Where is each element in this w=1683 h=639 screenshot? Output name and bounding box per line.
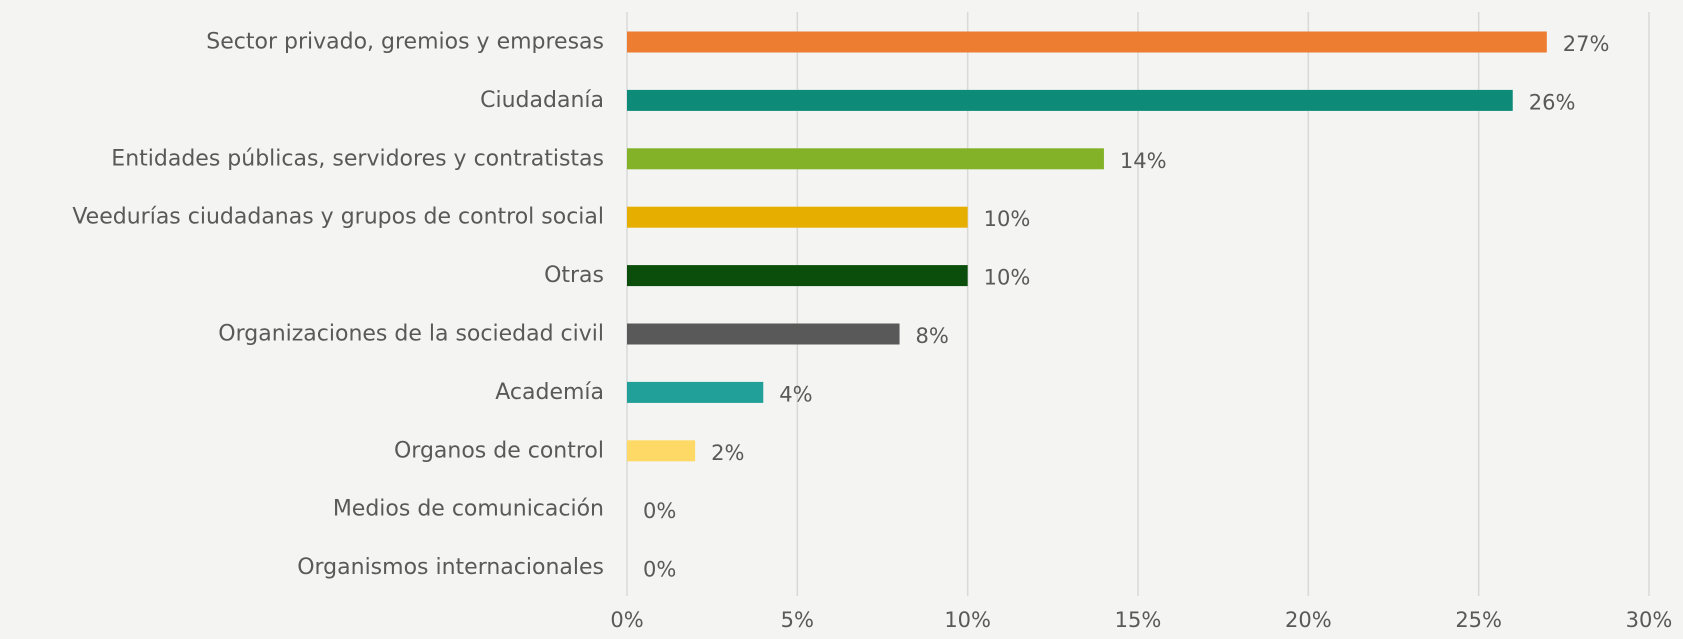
- x-axis-tick-labels: 0% 5% 10% 15% 20% 25% 30%: [610, 608, 1672, 632]
- data-label: 2%: [711, 441, 744, 465]
- data-label: 4%: [779, 382, 812, 406]
- data-label: 10%: [984, 207, 1031, 231]
- bar: [627, 381, 764, 403]
- category-label: Organismos internacionales: [297, 555, 604, 580]
- x-tick-label: 15%: [1115, 608, 1162, 632]
- data-label: 26%: [1529, 90, 1576, 114]
- value-labels: 27% 26% 14% 10% 10% 8% 4% 2% 0% 0%: [643, 32, 1609, 582]
- category-label: Ciudadanía: [480, 88, 604, 113]
- category-label: Medios de comunicación: [333, 497, 604, 522]
- x-tick-label: 20%: [1285, 608, 1332, 632]
- bar: [627, 148, 1104, 170]
- category-label: Otras: [544, 263, 604, 288]
- category-label: Sector privado, gremios y empresas: [206, 30, 604, 55]
- data-label: 0%: [643, 499, 676, 523]
- data-label: 14%: [1120, 149, 1167, 173]
- x-tick-label: 25%: [1455, 608, 1502, 632]
- category-labels: Sector privado, gremios y empresas Ciudad…: [72, 30, 604, 581]
- x-tick-label: 30%: [1626, 608, 1673, 632]
- category-label: Veedurías ciudadanas y grupos de control…: [72, 205, 604, 230]
- data-label: 10%: [984, 266, 1031, 290]
- bar: [627, 265, 968, 287]
- data-label: 27%: [1563, 32, 1610, 56]
- x-tick-label: 5%: [781, 608, 814, 632]
- bars: [627, 31, 1547, 462]
- bar: [627, 440, 696, 462]
- data-label: 0%: [643, 558, 676, 582]
- bar: [627, 206, 968, 228]
- category-label: Organos de control: [394, 438, 604, 463]
- bar: [627, 323, 900, 345]
- category-label: Organizaciones de la sociedad civil: [218, 322, 604, 347]
- category-label: Academía: [495, 380, 604, 405]
- bar: [627, 31, 1547, 53]
- x-tick-label: 10%: [944, 608, 991, 632]
- x-tick-label: 0%: [610, 608, 643, 632]
- bar: [627, 89, 1513, 111]
- category-label: Entidades públicas, servidores y contrat…: [111, 146, 604, 171]
- data-label: 8%: [916, 324, 949, 348]
